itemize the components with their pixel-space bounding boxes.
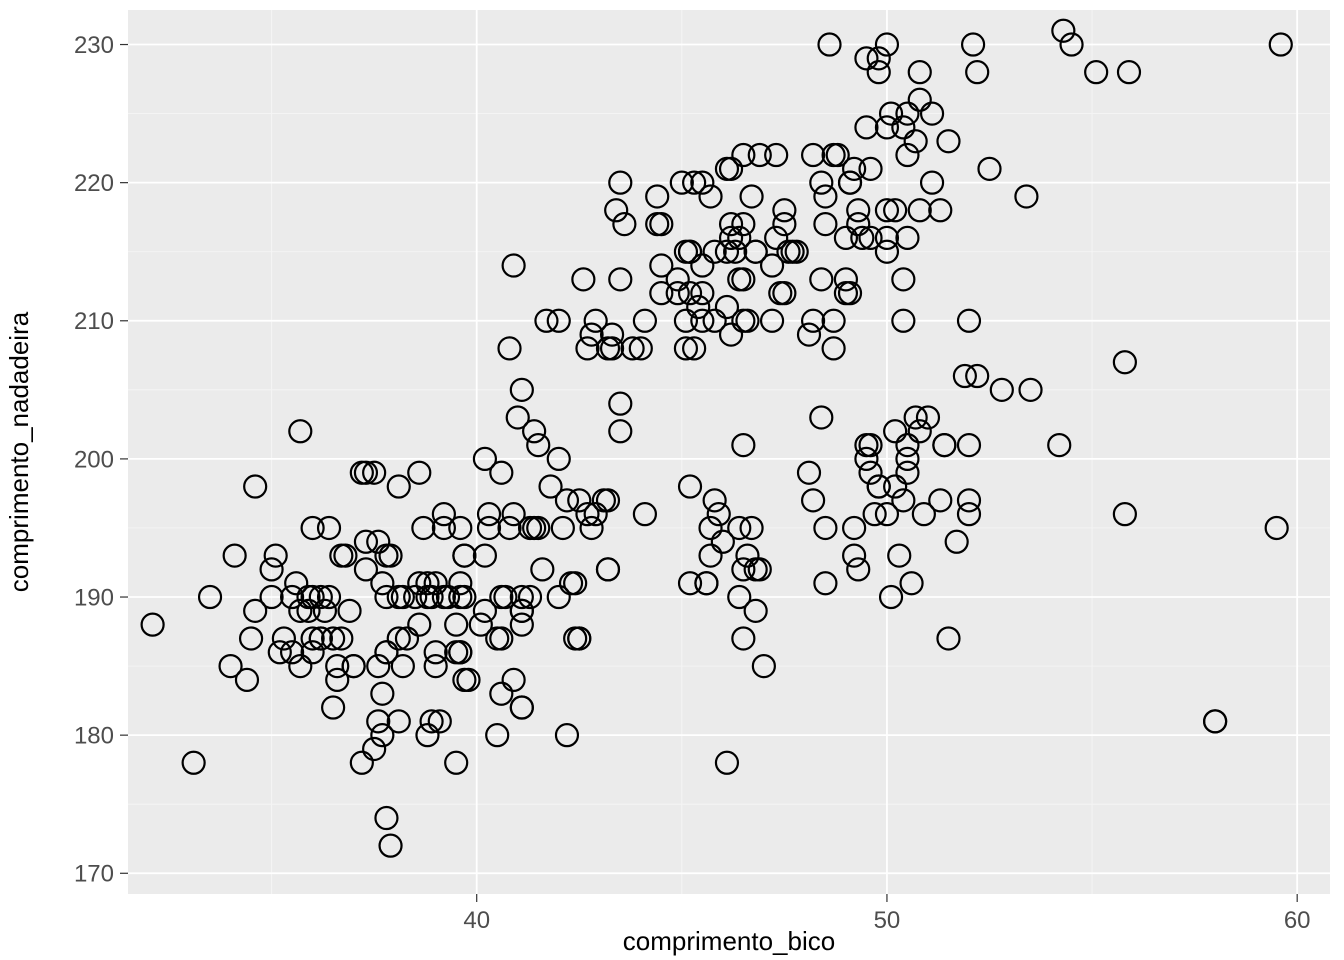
y-tick-label: 190: [74, 584, 114, 611]
y-axis-title: comprimento_nadadeira: [4, 311, 34, 592]
x-axis-title: comprimento_bico: [623, 926, 835, 956]
y-tick-label: 210: [74, 308, 114, 335]
x-tick-label: 40: [463, 907, 490, 934]
x-tick-label: 60: [1284, 907, 1311, 934]
x-tick-label: 50: [874, 907, 901, 934]
chart-svg: 40 50 60 170 180 190 200 210 220 230 comprimento_b…: [0, 0, 1344, 960]
y-tick-label: 200: [74, 446, 114, 473]
y-tick-label: 230: [74, 32, 114, 59]
panel-background: [128, 10, 1330, 894]
y-tick-label: 220: [74, 170, 114, 197]
y-tick-label: 170: [74, 861, 114, 888]
y-tick-label: 180: [74, 723, 114, 750]
scatter-chart: 40 50 60 170 180 190 200 210 220 230 comprimento_b…: [0, 0, 1344, 960]
